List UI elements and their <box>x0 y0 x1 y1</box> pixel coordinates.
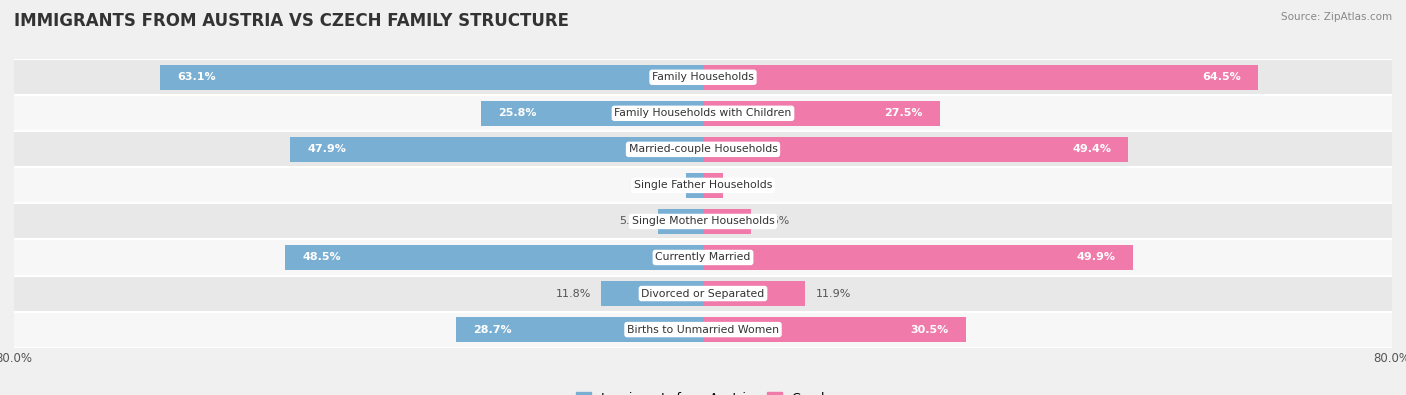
Text: 5.6%: 5.6% <box>762 216 790 226</box>
Bar <box>14 131 1392 167</box>
Text: 2.3%: 2.3% <box>733 181 762 190</box>
Text: Single Mother Households: Single Mother Households <box>631 216 775 226</box>
Text: IMMIGRANTS FROM AUSTRIA VS CZECH FAMILY STRUCTURE: IMMIGRANTS FROM AUSTRIA VS CZECH FAMILY … <box>14 12 569 30</box>
Bar <box>658 209 703 234</box>
Bar <box>703 137 1129 162</box>
Bar <box>14 276 1392 312</box>
Text: 11.8%: 11.8% <box>555 288 591 299</box>
Text: Births to Unmarried Women: Births to Unmarried Women <box>627 325 779 335</box>
Bar <box>703 173 723 198</box>
Bar <box>285 245 703 270</box>
Bar <box>14 167 1392 203</box>
Bar <box>291 137 703 162</box>
Text: 2.0%: 2.0% <box>647 181 675 190</box>
Text: Divorced or Separated: Divorced or Separated <box>641 288 765 299</box>
Text: 28.7%: 28.7% <box>472 325 512 335</box>
Text: Single Father Households: Single Father Households <box>634 181 772 190</box>
Text: 30.5%: 30.5% <box>910 325 949 335</box>
Bar <box>481 101 703 126</box>
Legend: Immigrants from Austria, Czech: Immigrants from Austria, Czech <box>576 392 830 395</box>
Text: 5.2%: 5.2% <box>620 216 648 226</box>
Text: Married-couple Households: Married-couple Households <box>628 144 778 154</box>
Text: 63.1%: 63.1% <box>177 72 215 82</box>
Text: Family Households with Children: Family Households with Children <box>614 108 792 118</box>
Text: 11.9%: 11.9% <box>815 288 851 299</box>
Bar <box>14 59 1392 95</box>
Bar <box>703 281 806 306</box>
Bar <box>602 281 703 306</box>
Bar <box>703 101 939 126</box>
Bar <box>703 317 966 342</box>
Bar <box>160 65 703 90</box>
Bar <box>14 203 1392 239</box>
Text: 49.9%: 49.9% <box>1077 252 1115 263</box>
Bar <box>14 239 1392 276</box>
Bar <box>703 65 1258 90</box>
Text: Family Households: Family Households <box>652 72 754 82</box>
Text: 47.9%: 47.9% <box>308 144 347 154</box>
Bar <box>686 173 703 198</box>
Text: 49.4%: 49.4% <box>1073 144 1111 154</box>
Text: 25.8%: 25.8% <box>498 108 537 118</box>
Text: 48.5%: 48.5% <box>302 252 342 263</box>
Bar <box>703 209 751 234</box>
Bar <box>14 312 1392 348</box>
Bar <box>703 245 1133 270</box>
Text: 27.5%: 27.5% <box>884 108 922 118</box>
Text: Source: ZipAtlas.com: Source: ZipAtlas.com <box>1281 12 1392 22</box>
Bar <box>456 317 703 342</box>
Bar <box>14 95 1392 131</box>
Text: 64.5%: 64.5% <box>1202 72 1241 82</box>
Text: Currently Married: Currently Married <box>655 252 751 263</box>
